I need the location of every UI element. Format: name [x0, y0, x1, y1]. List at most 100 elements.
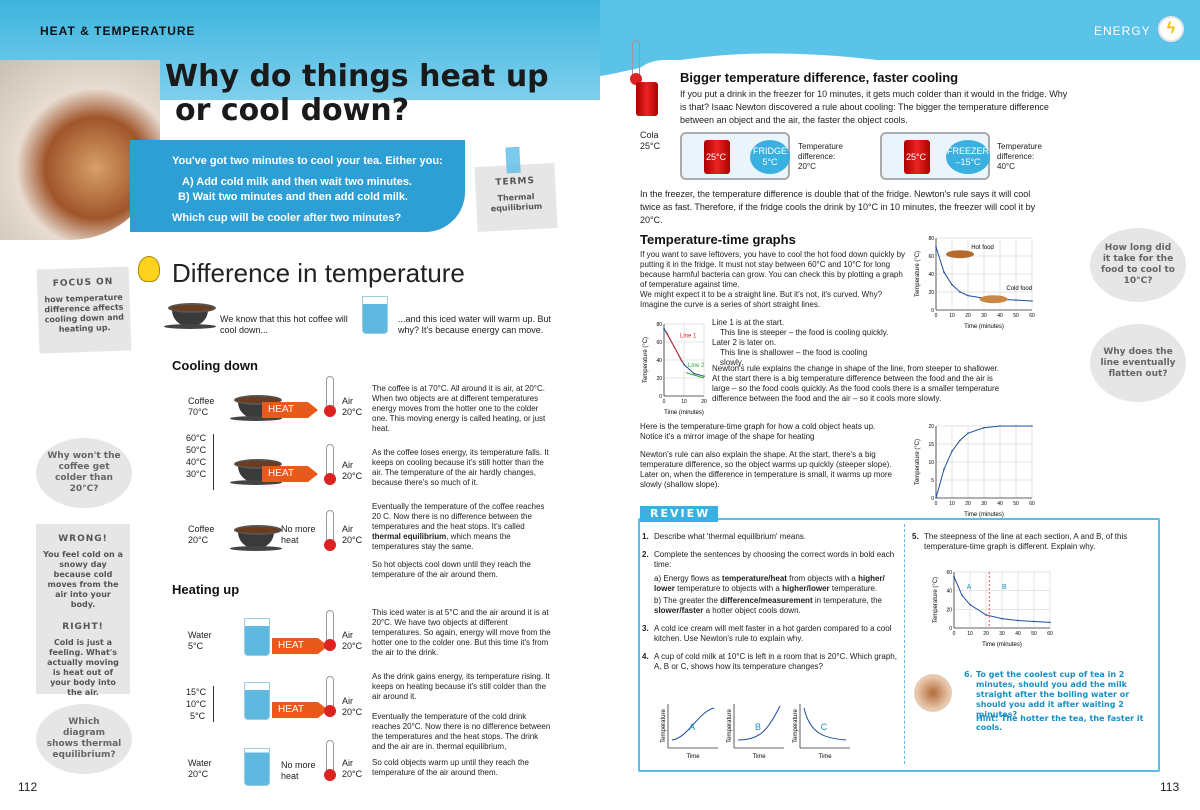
right-head: RIGHT!: [62, 622, 104, 632]
x-tick-label: 60: [1029, 313, 1035, 319]
water-glass-icon: [244, 748, 270, 786]
c2-text: As the coffee loses energy, its temperat…: [372, 448, 549, 487]
y-axis-label: Temperature: [727, 708, 733, 742]
data-point: [961, 594, 963, 597]
freezer-badge: FREEZER –15°C: [946, 140, 990, 174]
x-tick-label: 50: [1013, 313, 1019, 319]
data-point: [943, 468, 945, 470]
newton-text: Newton's rule explains the change in sha…: [712, 364, 1000, 403]
annotation: Hot food: [971, 245, 994, 251]
annotation: Cold food: [1006, 286, 1032, 292]
series-line: [803, 707, 847, 741]
page-number: 113: [1160, 780, 1180, 794]
h2-text: As the drink gains energy, its temperatu…: [372, 672, 550, 701]
thermometer-icon: [324, 510, 336, 551]
heating-up-chart: 0 10 20 30 40 50 60 0 5 10 15 20 Time (minutes) Tempe…: [915, 424, 1035, 518]
x-tick-label: 0: [935, 313, 938, 319]
y-tick-label: 20: [946, 607, 952, 613]
y-tick-label: 80: [656, 322, 662, 328]
x-tick-label: 20: [701, 399, 707, 405]
tt-heading: Temperature-time graphs: [640, 232, 796, 247]
data-point: [967, 294, 969, 297]
x-tick-label: 20: [983, 631, 989, 637]
thermometer-icon: [630, 40, 642, 85]
h2-air: Air 20°C: [342, 696, 363, 717]
freezer-diff: Temperature difference: 40°C: [997, 142, 1042, 171]
hint: Hint: The hotter the tea, the faster it …: [976, 714, 1144, 732]
wrong-right-note: WRONG! You feel cold on a snowy day beca…: [36, 524, 130, 697]
y-axis-label: Temperature (°C): [915, 251, 921, 297]
h3-air: Air 20°C: [342, 758, 363, 779]
c3-text: Eventually the temperature of the coffee…: [372, 502, 545, 551]
c1-text: The coffee is at 70°C. All around it is …: [372, 384, 546, 433]
section-label: ENERGY: [1094, 24, 1151, 38]
h3-no-heat: No more heat: [281, 760, 316, 781]
x-tick-label: 30: [981, 501, 987, 507]
y-axis-label: Temperature: [793, 708, 799, 742]
hot-coffee-icon: [164, 303, 216, 329]
x-tick-label: 10: [967, 631, 973, 637]
white-panel: [624, 60, 1200, 810]
panel-label: C: [821, 722, 828, 732]
section-label: B: [1002, 584, 1007, 591]
cola-can-icon: [704, 140, 730, 174]
right-page: ENERGY ϟ Cola 25°C Bigger temperature dif…: [600, 0, 1200, 810]
x-tick-label: 20: [965, 313, 971, 319]
y-tick-label: 60: [928, 254, 934, 260]
x-tick-label: 0: [953, 631, 956, 637]
food-cooling-chart: 0 10 20 30 40 50 60 0 20 40 60 80 Time (minutes) Temp…: [915, 236, 1035, 330]
h3-label: Water 20°C: [188, 758, 212, 779]
data-point: [1015, 299, 1017, 301]
c3-label: Coffee 20°C: [188, 524, 215, 545]
y-tick-label: 5: [931, 478, 934, 484]
heatup-text: Here is the temperature-time graph for h…: [640, 422, 876, 441]
data-point: [951, 284, 953, 286]
data-point: [935, 497, 937, 499]
x-axis-label: Time (minutes): [964, 512, 1004, 518]
line-2-label: Line 2: [688, 363, 705, 369]
x-tick-label: 40: [997, 501, 1003, 507]
data-point: [969, 603, 971, 606]
fridge-can-temp: 25°C: [706, 152, 727, 162]
panel-label: B: [755, 722, 761, 732]
x-tick-label: 50: [1031, 631, 1037, 637]
scale-arrow: [213, 686, 214, 722]
review-divider: [904, 524, 905, 764]
left-page: HEAT & TEMPERATURE Why do things heat up…: [0, 0, 600, 794]
thermometer-icon: [324, 610, 336, 651]
c3-text2: So hot objects cool down until they reac…: [372, 560, 531, 579]
thermometer-icon: [324, 676, 336, 717]
right-body: Cold is just a feeling. What's actually …: [47, 638, 119, 697]
x-tick-label: 40: [997, 313, 1003, 319]
x-tick-label: 0: [663, 399, 666, 405]
line-1: [665, 330, 683, 363]
c1-air: Air 20°C: [342, 396, 363, 417]
data-point: [935, 246, 937, 248]
iced-water-icon: [362, 296, 388, 334]
heat-scale: 15°C 10°C 5°C: [186, 687, 207, 721]
x-tick-label: 30: [981, 313, 987, 319]
data-point: [999, 425, 1001, 427]
x-tick-label: 60: [1047, 631, 1053, 637]
y-tick-label: 0: [931, 308, 934, 314]
section-label: HEAT & TEMPERATURE: [40, 24, 196, 38]
question-bubble: Which diagram shows thermal equilibrium?: [36, 704, 132, 774]
heat-arrow: HEAT: [272, 638, 328, 654]
h3-text: So cold objects warm up until they reach…: [372, 758, 529, 777]
review-left: 1. Describe what 'thermal equilibrium' me…: [642, 532, 900, 672]
cola-can-icon: [904, 140, 930, 174]
data-point: [693, 372, 695, 375]
tape: [505, 146, 521, 174]
x-tick-label: 50: [1013, 501, 1019, 507]
x-tick-label: 10: [949, 313, 955, 319]
x-tick-label: 40: [1015, 631, 1021, 637]
fridge-badge: FRIDGE 5°C: [750, 140, 790, 174]
y-axis-label: Temperature (°C): [915, 439, 921, 485]
lines-text: Line 1 is at the start. This line is ste…: [712, 318, 889, 367]
thermometer-icon: [324, 376, 336, 417]
h2-text2: Eventually the temperature of the cold d…: [372, 712, 551, 751]
q2b: b) The greater the difference/measuremen…: [654, 596, 882, 615]
q3: 3. A cold ice cream will melt faster in a…: [642, 624, 892, 643]
lines-chart: 0 10 20 0 20 40 60 80 Time (minutes) Temperature …: [643, 322, 707, 416]
y-axis-label: Temperature (°C): [643, 337, 649, 383]
